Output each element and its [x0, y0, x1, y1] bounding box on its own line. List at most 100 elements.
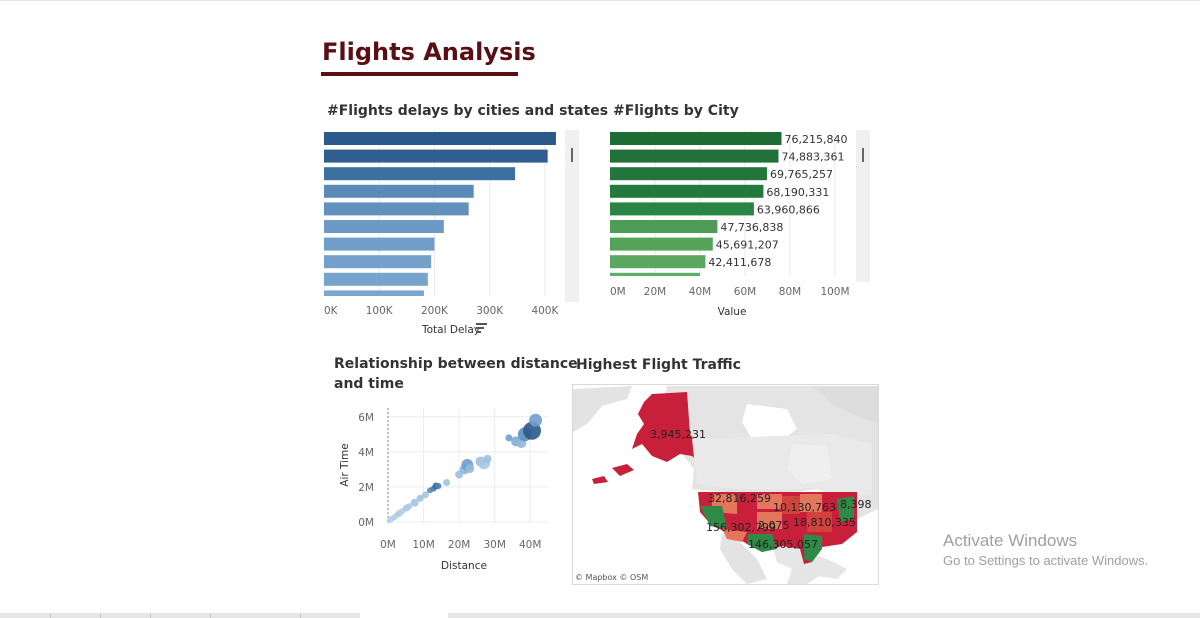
city-chart[interactable]: 76,215,840 74,883,361 69,765,257 68,190,331… [600, 125, 880, 325]
scatter-chart-title: Relationship between distance and time [334, 354, 578, 394]
scatter-title-line-2: and time [334, 376, 404, 392]
bar-value-label: 42,411,678 [708, 256, 771, 269]
axis-tick-label: 2M [358, 482, 374, 494]
map-value-label: 156,302,799 [706, 521, 776, 534]
bar [610, 202, 754, 216]
page-title: Flights Analysis [322, 38, 536, 66]
bar [324, 149, 548, 163]
bar [324, 184, 474, 198]
scrollbar-thumb[interactable] [862, 148, 864, 162]
bar-value-label: 45,691,207 [716, 239, 779, 252]
scrollbar-track [565, 130, 579, 302]
axis-title: Total Delay [421, 324, 480, 336]
title-underline [321, 72, 518, 76]
axis-tick-label: 0M [380, 539, 396, 551]
map-value-label: 18,810,335 [793, 516, 856, 529]
bar-value-label: 68,190,331 [766, 186, 829, 199]
scatter-point [435, 483, 442, 490]
axis-tick-label: 30M [483, 539, 505, 551]
scatter-point [505, 434, 513, 442]
axis-tick-label: 40M [689, 286, 711, 298]
bar-value-label: 74,883,361 [781, 151, 844, 164]
top-divider [0, 0, 1200, 1]
sort-icon[interactable] [476, 323, 487, 334]
axis-tick-label: 0M [358, 517, 374, 529]
delays-chart-title: #Flights delays by cities and states [327, 103, 609, 119]
axis-title: Air Time [339, 443, 351, 486]
scatter-point [406, 503, 413, 510]
map-value-label: 3,945,231 [650, 428, 706, 441]
bar [324, 132, 556, 145]
bar [610, 149, 779, 163]
bar [610, 132, 782, 145]
axis-tick-label: 20M [448, 539, 470, 551]
bar [610, 167, 767, 181]
scatter-title-line-1: Relationship between distance [334, 356, 578, 372]
sheet-tab-bar[interactable] [0, 613, 1200, 618]
bar [324, 290, 424, 296]
scrollbar-thumb[interactable] [571, 148, 573, 162]
axis-tick-label: 300K [476, 305, 504, 317]
sheet-tab-separator [100, 613, 101, 618]
bar [610, 237, 713, 251]
axis-tick-label: 60M [734, 286, 756, 298]
axis-tick-label: 0K [324, 305, 339, 317]
bar-value-label: 63,960,866 [757, 203, 820, 216]
scatter-point [465, 464, 475, 474]
map-value-label: 32,816,259 [708, 492, 771, 505]
axis-tick-label: 80M [779, 286, 801, 298]
map-canada-provinces [692, 434, 872, 496]
axis-tick-label: 200K [421, 305, 449, 317]
axis-tick-label: 400K [531, 305, 559, 317]
map-value-label: 8,398 [840, 498, 872, 511]
bar-value-label: 69,765,257 [770, 168, 833, 181]
bar [610, 220, 718, 233]
bar [610, 184, 764, 198]
axis-title: Value [718, 306, 747, 318]
scrollbar-track [856, 130, 870, 282]
sheet-tab-separator [210, 613, 211, 618]
sheet-tab-active[interactable] [360, 613, 448, 618]
bar-value-label: 47,736,838 [720, 221, 783, 234]
scatter-point [410, 498, 419, 507]
scatter-point [529, 413, 543, 427]
bar [324, 202, 469, 216]
map-us-states [698, 492, 857, 564]
sheet-tab-separator [150, 613, 151, 618]
map-title: Highest Flight Traffic [576, 357, 741, 373]
scatter-point [483, 454, 492, 463]
scatter-point [421, 491, 429, 499]
delays-chart[interactable]: 0K 100K 200K 300K 400K Total Delay [310, 125, 580, 340]
activate-windows-title: Activate Windows [943, 531, 1078, 550]
bar [324, 272, 428, 286]
axis-tick-label: 10M [412, 539, 434, 551]
map-value-label: 10,130,763 [773, 501, 836, 514]
bar [324, 237, 435, 251]
bar [324, 167, 516, 181]
map-attribution: © Mapbox © OSM [575, 573, 648, 582]
bar [610, 255, 706, 269]
city-chart-title: #Flights by City [613, 103, 739, 119]
bar-value-label: 76,215,840 [784, 133, 847, 146]
axis-tick-label: 100M [820, 286, 849, 298]
axis-tick-label: 4M [358, 447, 374, 459]
axis-tick-label: 40M [519, 539, 541, 551]
axis-tick-label: 6M [358, 412, 374, 424]
scatter-point [416, 494, 424, 502]
axis-tick-label: 20M [644, 286, 666, 298]
activate-windows-subtitle: Go to Settings to activate Windows. [943, 553, 1149, 568]
bar [324, 255, 432, 269]
axis-title: Distance [441, 560, 487, 572]
sheet-tab-separator [300, 613, 301, 618]
sheet-tab-separator [50, 613, 51, 618]
map-value-label: 2,075 [758, 519, 790, 532]
bar [324, 220, 444, 233]
axis-tick-label: 0M [610, 286, 626, 298]
scatter-point [443, 479, 451, 487]
scatter-chart[interactable]: 0M 10M 20M 30M 40M 0M 2M 4M 6M Distance Air Time [330, 400, 560, 580]
axis-tick-label: 100K [366, 305, 394, 317]
map-value-label: 146,305,057 [748, 538, 818, 551]
bar [610, 272, 700, 276]
